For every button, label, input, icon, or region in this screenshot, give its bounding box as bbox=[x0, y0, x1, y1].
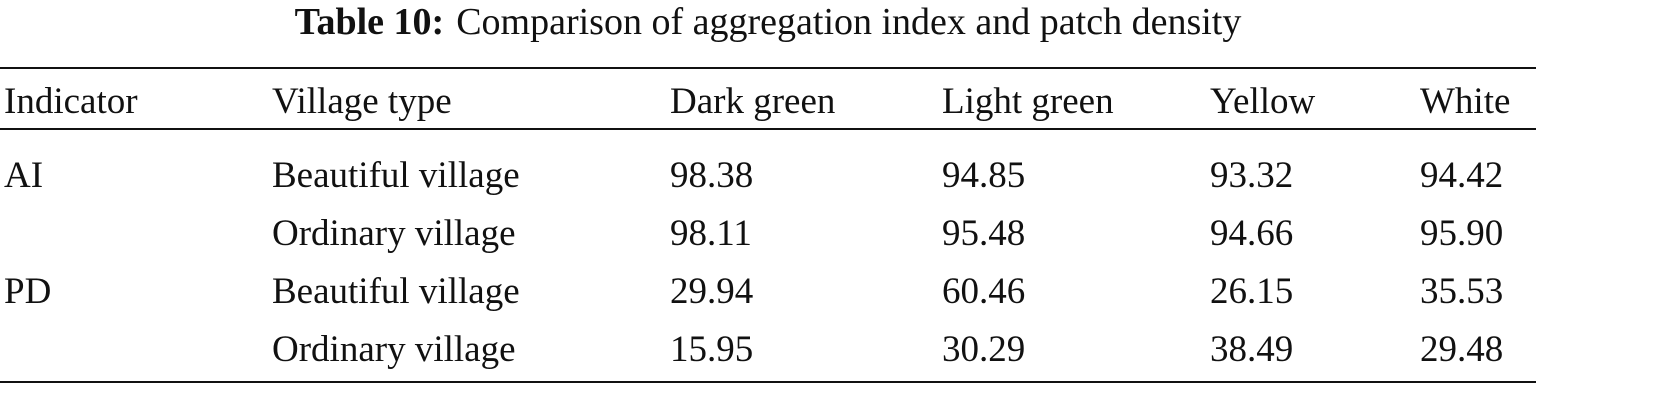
value-cell: 95.48 bbox=[942, 213, 1026, 254]
bottom-rule bbox=[0, 381, 1536, 383]
caption: Table 10: Comparison of aggregation index… bbox=[0, 0, 1536, 44]
value-cell: 15.95 bbox=[670, 329, 754, 370]
caption-label: Table 10: bbox=[294, 1, 445, 43]
header-cell: White bbox=[1420, 81, 1511, 122]
village-cell: Ordinary village bbox=[272, 213, 516, 254]
header-cell: Dark green bbox=[670, 81, 836, 122]
value-cell: 98.11 bbox=[670, 213, 752, 254]
header-cell: Indicator bbox=[4, 81, 138, 122]
indicator-cell: PD bbox=[4, 271, 52, 312]
value-cell: 93.32 bbox=[1210, 155, 1294, 196]
value-cell: 94.66 bbox=[1210, 213, 1294, 254]
value-cell: 26.15 bbox=[1210, 271, 1294, 312]
indicator-cell: AI bbox=[4, 155, 44, 196]
value-cell: 29.94 bbox=[670, 271, 754, 312]
value-cell: 38.49 bbox=[1210, 329, 1294, 370]
header-rule bbox=[0, 128, 1536, 130]
header-cell: Light green bbox=[942, 81, 1114, 122]
village-cell: Beautiful village bbox=[272, 155, 520, 196]
header-cell: Yellow bbox=[1210, 81, 1316, 122]
village-cell: Ordinary village bbox=[272, 329, 516, 370]
value-cell: 60.46 bbox=[942, 271, 1026, 312]
value-cell: 30.29 bbox=[942, 329, 1026, 370]
top-rule bbox=[0, 67, 1536, 69]
value-cell: 95.90 bbox=[1420, 213, 1504, 254]
value-cell: 29.48 bbox=[1420, 329, 1504, 370]
header-cell: Village type bbox=[272, 81, 452, 122]
value-cell: 35.53 bbox=[1420, 271, 1504, 312]
caption-text: Comparison of aggregation index and patc… bbox=[456, 1, 1242, 43]
value-cell: 94.85 bbox=[942, 155, 1026, 196]
village-cell: Beautiful village bbox=[272, 271, 520, 312]
value-cell: 94.42 bbox=[1420, 155, 1504, 196]
value-cell: 98.38 bbox=[670, 155, 754, 196]
